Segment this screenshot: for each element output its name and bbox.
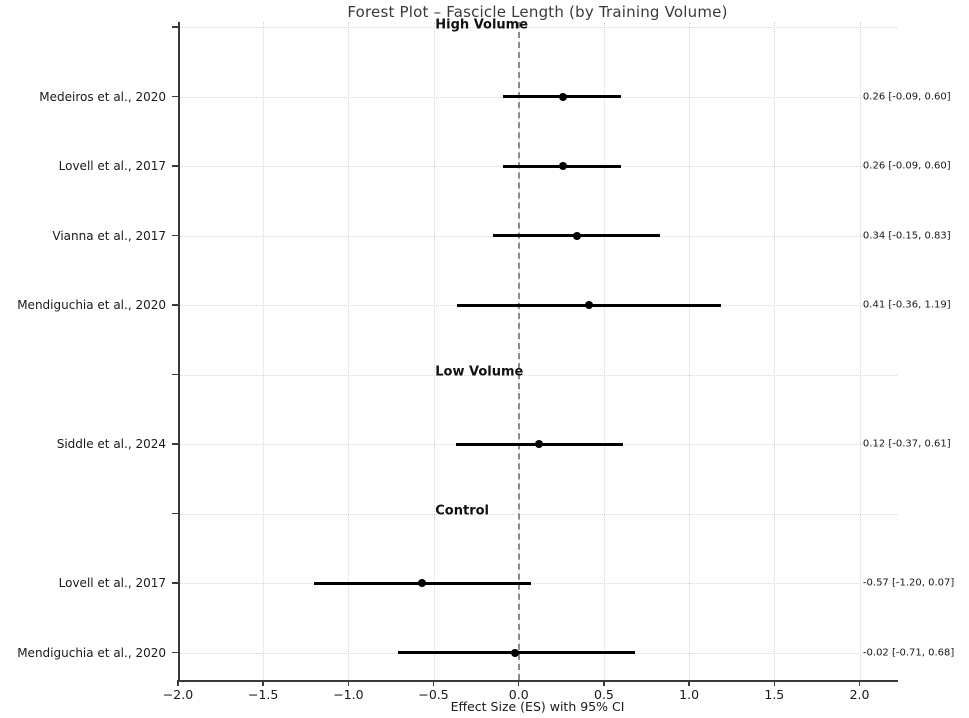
y-gridline xyxy=(178,513,897,515)
x-tick-label: 0.0 xyxy=(508,687,529,702)
x-tick-label: −0.5 xyxy=(418,687,449,702)
effect-size-annotation: 0.12 [-0.37, 0.61] xyxy=(862,438,951,450)
y-gridline xyxy=(178,27,897,28)
effect-size-annotation: -0.57 [-1.20, 0.07] xyxy=(862,577,955,589)
y-axis-tick xyxy=(172,512,178,515)
study-label: Siddle et al., 2024 xyxy=(56,437,166,451)
group-header: High Volume xyxy=(435,17,529,32)
effect-size-marker xyxy=(559,92,568,101)
x-tick-label: 0.5 xyxy=(593,687,614,702)
x-tick-label: 2.0 xyxy=(849,687,870,702)
study-label: Mendiguchia et al., 2020 xyxy=(17,298,166,312)
y-axis-tick xyxy=(172,95,178,98)
y-axis-tick xyxy=(172,304,178,306)
x-axis-spine xyxy=(178,680,898,682)
y-gridline xyxy=(178,374,897,376)
x-gridline xyxy=(348,22,350,680)
study-label: Vianna et al., 2017 xyxy=(52,228,166,243)
x-tick-label: 1.5 xyxy=(764,687,785,702)
x-gridline xyxy=(263,22,265,680)
group-header: Control xyxy=(435,503,490,519)
effect-size-marker xyxy=(572,231,581,240)
y-axis-tick xyxy=(172,651,178,654)
effect-size-annotation: 0.41 [-0.36, 1.19] xyxy=(862,299,951,311)
y-axis-tick xyxy=(172,373,178,376)
y-axis-tick xyxy=(172,26,178,28)
effect-size-marker xyxy=(559,162,568,170)
x-axis-tick xyxy=(518,680,520,686)
effect-size-marker xyxy=(511,648,520,657)
x-tick-label: −2.0 xyxy=(162,687,194,702)
y-axis-tick xyxy=(172,582,178,584)
x-gridline xyxy=(603,22,605,680)
y-axis-tick xyxy=(172,443,178,445)
effect-size-marker xyxy=(584,301,593,309)
effect-size-annotation: 0.26 [-0.09, 0.60] xyxy=(862,160,951,172)
effect-size-annotation: -0.02 [-0.71, 0.68] xyxy=(862,647,955,658)
x-gridline xyxy=(774,22,776,680)
x-tick-label: −1.5 xyxy=(248,687,279,702)
study-label: Medeiros et al., 2020 xyxy=(39,89,166,104)
x-axis-tick xyxy=(347,680,350,686)
x-axis-tick xyxy=(773,680,776,686)
x-axis-tick xyxy=(603,680,605,686)
effect-size-annotation: 0.34 [-0.15, 0.83] xyxy=(862,230,951,241)
effect-size-marker xyxy=(535,440,544,448)
x-gridline xyxy=(433,22,435,680)
effect-size-annotation: 0.26 [-0.09, 0.60] xyxy=(862,91,951,102)
study-label: Lovell et al., 2017 xyxy=(58,576,166,590)
study-label: Lovell et al., 2017 xyxy=(58,159,166,173)
x-axis-tick xyxy=(858,680,861,686)
study-label: Mendiguchia et al., 2020 xyxy=(17,645,166,660)
y-axis-spine xyxy=(178,22,180,680)
effect-size-marker xyxy=(417,579,426,587)
x-axis-tick xyxy=(177,680,179,686)
zero-reference-line xyxy=(517,22,520,680)
x-gridline xyxy=(689,22,691,680)
x-axis-tick xyxy=(688,680,690,686)
y-gridline xyxy=(178,583,897,584)
x-tick-label: 1.0 xyxy=(679,687,700,702)
x-axis-tick xyxy=(432,680,435,686)
x-gridline xyxy=(859,22,861,680)
y-axis-tick xyxy=(172,165,178,167)
x-tick-label: −1.0 xyxy=(333,687,364,702)
x-axis-tick xyxy=(262,680,264,686)
chart-title: Forest Plot – Fascicle Length (by Traini… xyxy=(347,3,728,21)
y-axis-tick xyxy=(172,234,178,237)
group-header: Low Volume xyxy=(435,364,524,380)
x-axis-label: Effect Size (ES) with 95% CI xyxy=(450,699,625,714)
